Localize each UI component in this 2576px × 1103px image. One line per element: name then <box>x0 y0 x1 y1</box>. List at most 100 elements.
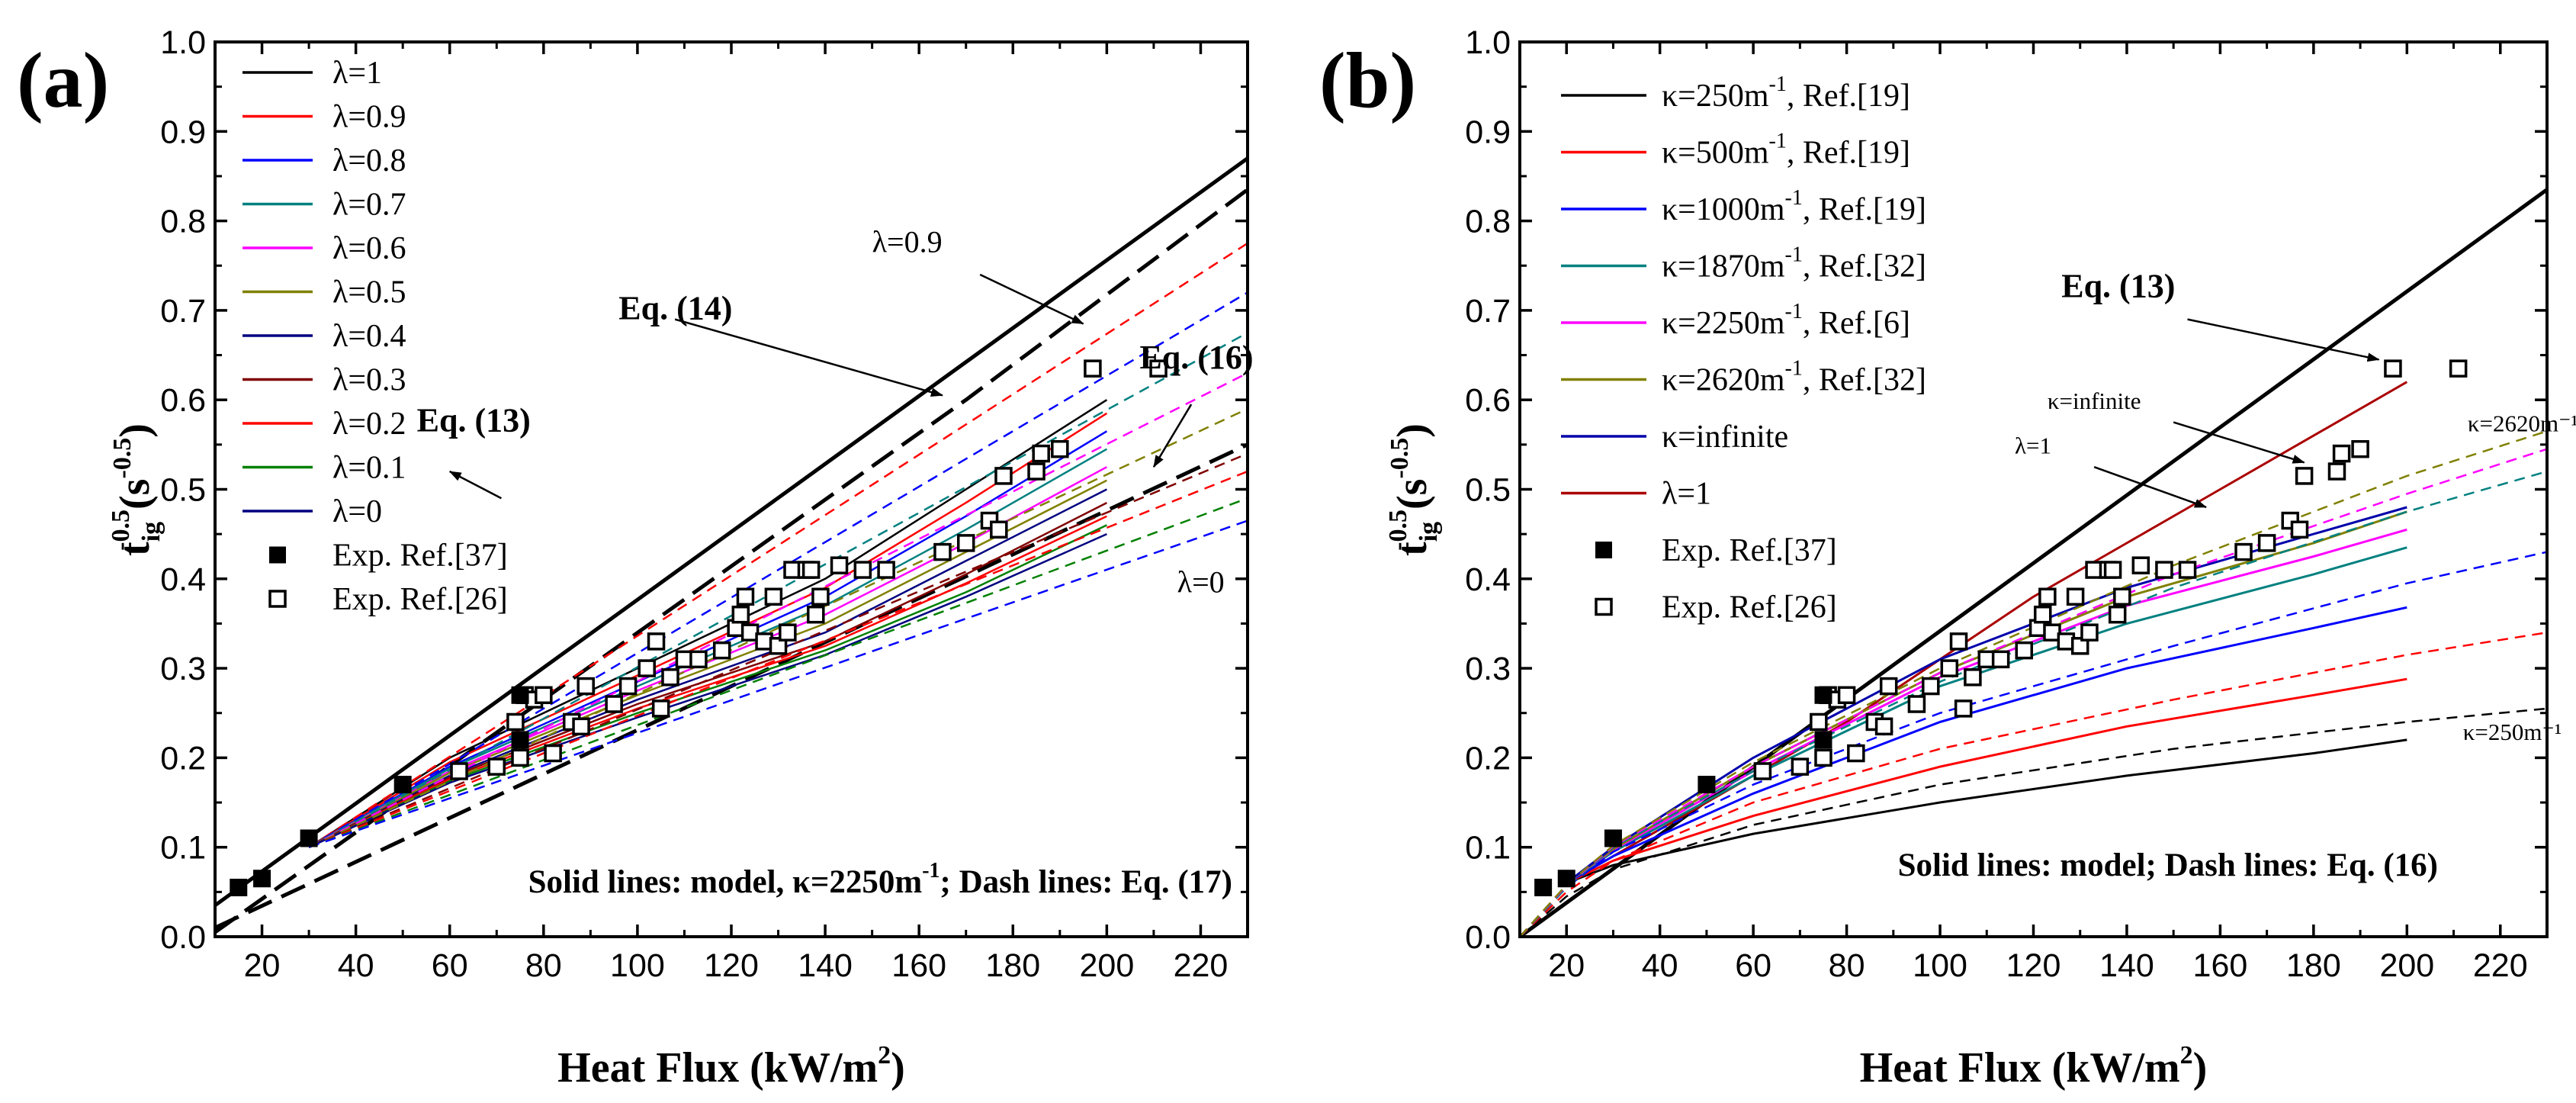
point-ref26 <box>2108 605 2127 624</box>
point-ref37 <box>1698 776 1716 794</box>
point-ref26 <box>1753 762 1772 780</box>
point-ref26 <box>779 623 797 642</box>
x-tick-label: 40 <box>338 947 374 984</box>
y-tick-label: 0.1 <box>160 830 206 867</box>
annotation-eq-14: Eq. (14) <box>618 290 732 327</box>
x-tick-label: 200 <box>1079 947 1134 984</box>
y-tick-label: 0.9 <box>1465 114 1511 150</box>
point-ref26 <box>1874 717 1893 736</box>
point-ref26 <box>1879 677 1898 696</box>
point-ref26 <box>2066 587 2085 606</box>
annotation-infinite: κ=infinite <box>2048 387 2141 414</box>
point-ref26 <box>736 587 755 606</box>
point-ref26 <box>2295 467 2314 485</box>
y-tick-label: 0.8 <box>1465 204 1511 240</box>
legend-item-0: λ=0 <box>243 494 382 529</box>
point-ref37 <box>1814 731 1832 749</box>
x-tick-label: 120 <box>704 947 759 984</box>
legend-item-2620m-ref-32: κ=2620m-1, Ref.[32] <box>1561 357 1926 398</box>
point-ref26 <box>769 637 788 655</box>
point-ref26 <box>2070 637 2089 655</box>
point-ref26 <box>2332 444 2351 463</box>
legend-label: κ=2250m-1, Ref.[6] <box>1662 300 1910 341</box>
legend-label: λ=1 <box>1662 477 1711 512</box>
series-line-eq-17-0-1 <box>308 497 1248 848</box>
legend: λ=1 λ=0.9 λ=0.8 λ=0.7 λ=0.6 λ=0.5 λ=0.4 λ=0.3 λ=… <box>243 56 508 617</box>
legend-swatch <box>1595 542 1612 558</box>
point-ref26 <box>1964 668 1982 687</box>
figure-note: Solid lines: model, κ=2250m-1; Dash line… <box>528 859 1232 900</box>
annotation-arrow <box>979 273 1084 325</box>
point-ref26 <box>956 534 975 552</box>
legend-label: κ=1000m-1, Ref.[19] <box>1662 186 1926 227</box>
y-tick-label: 0.4 <box>1465 561 1511 598</box>
point-ref37 <box>1604 829 1622 847</box>
legend-item-2250m-ref-6: κ=2250m-1, Ref.[6] <box>1561 300 1910 341</box>
legend-label: κ=2620m-1, Ref.[32] <box>1662 357 1926 398</box>
point-ref26 <box>1991 650 2010 669</box>
y-tick-label: 0.7 <box>1465 293 1511 330</box>
point-ref26 <box>1847 744 1865 763</box>
annotation-250m: κ=250m⁻¹ <box>2463 719 2562 745</box>
point-ref26 <box>877 561 895 579</box>
point-ref37 <box>393 776 412 794</box>
point-ref26 <box>572 717 590 736</box>
legend-swatch <box>268 590 287 608</box>
annotations: Eq. (13) Eq. (14) λ=0.9 Eq. (16) λ=0 <box>417 225 1254 600</box>
legend-item-0-9: λ=0.9 <box>243 100 406 135</box>
annotation-arrow <box>674 318 943 397</box>
point-ref26 <box>731 605 750 624</box>
point-ref37 <box>1814 686 1832 704</box>
point-ref26 <box>535 686 553 705</box>
point-ref26 <box>651 699 670 718</box>
x-tick-label: 180 <box>985 947 1040 984</box>
point-ref26 <box>638 659 656 677</box>
x-tick-label: 160 <box>891 947 946 984</box>
legend-label: Exp. Ref.[37] <box>332 539 508 574</box>
annotation-0: λ=0 <box>1177 564 1225 599</box>
series-line-eq-16-250m <box>1520 707 2547 937</box>
y-tick-label: 0.1 <box>1465 830 1511 867</box>
y-tick-label: 0.2 <box>1465 740 1511 777</box>
legend-item-exp-ref-37: Exp. Ref.[37] <box>1595 533 1837 568</box>
point-ref26 <box>994 467 1013 485</box>
legend-item-0-1: λ=0.1 <box>243 451 406 486</box>
legend-item-1000m-ref-19: κ=1000m-1, Ref.[19] <box>1561 186 1926 227</box>
annotation-0-9: λ=0.9 <box>872 225 943 259</box>
y-tick-label: 0.4 <box>160 561 206 598</box>
point-ref37 <box>230 878 248 896</box>
legend-label: λ=0.9 <box>332 100 406 135</box>
annotation-arrow <box>2187 318 2380 362</box>
point-ref26 <box>1814 748 1832 767</box>
series-line-eq-13 <box>215 156 1248 907</box>
point-ref26 <box>2033 605 2052 624</box>
point-ref26 <box>605 695 623 713</box>
legend-label: λ=0.5 <box>332 275 406 310</box>
series-line-eq-17-0-8 <box>308 291 1248 848</box>
y-axis: 0.0 0.1 0.2 0.3 0.4 0.5 0.6 0.7 0.8 0.9 1.0 <box>1465 24 2547 956</box>
point-ref26 <box>487 757 506 776</box>
legend: κ=250m-1, Ref.[19] κ=500m-1, Ref.[19] κ=10… <box>1561 72 1926 625</box>
point-ref26 <box>1032 444 1050 463</box>
point-ref26 <box>1837 686 1856 705</box>
x-axis: 20 40 60 80 100 120 140 160 180 200 220 <box>1518 42 2549 984</box>
x-tick-label: 180 <box>2286 947 2341 984</box>
x-tick-label: 60 <box>1735 947 1771 984</box>
point-ref26 <box>544 744 562 763</box>
point-ref37 <box>511 686 529 704</box>
point-ref26 <box>2234 542 2253 561</box>
series-line-eq-17-0-9 <box>308 242 1248 848</box>
y-tick-label: 0.0 <box>160 919 206 956</box>
legend-item-1: λ=1 <box>1561 477 1711 512</box>
point-ref26 <box>1949 632 1968 651</box>
point-ref26 <box>1791 757 1810 776</box>
x-tick-label: 200 <box>2379 947 2434 984</box>
legend-label: Exp. Ref.[26] <box>1662 590 1837 625</box>
y-tick-label: 1.0 <box>1465 24 1511 61</box>
x-tick-label: 80 <box>525 947 562 984</box>
point-ref26 <box>2257 534 2276 552</box>
series-line-0-8 <box>308 430 1108 848</box>
point-ref26 <box>511 748 529 767</box>
legend-label: λ=0.8 <box>332 143 406 178</box>
